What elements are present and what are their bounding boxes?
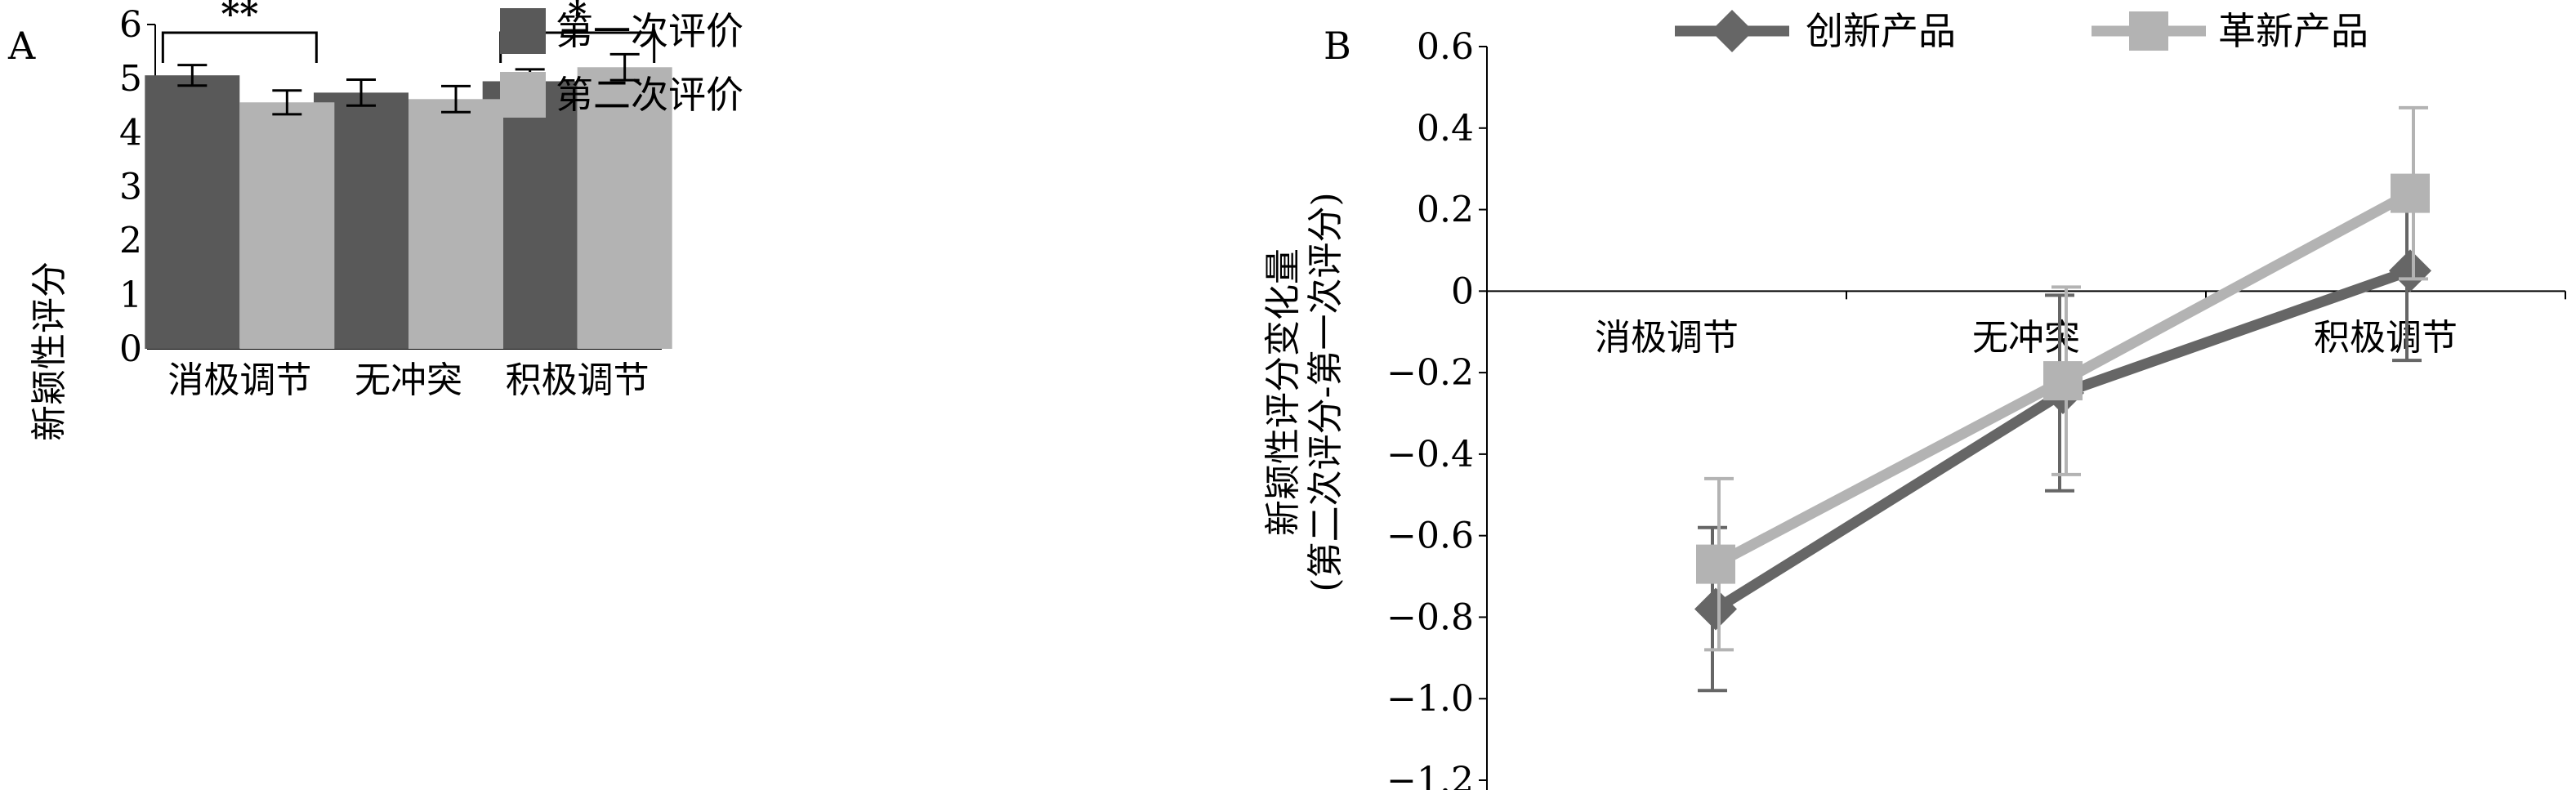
series-2 xyxy=(1696,105,2430,652)
data-point-square xyxy=(1696,544,1735,584)
x-tick-label: 积极调节 xyxy=(2314,317,2458,359)
y-tick-label: −1.2 xyxy=(1386,760,1474,790)
y-tick-label: 0 xyxy=(1451,270,1474,312)
legend-swatch xyxy=(500,72,546,118)
y-tick-label: −1.0 xyxy=(1386,678,1474,720)
y-tick-label: 2 xyxy=(119,221,142,262)
panel-b-axes: 0.6 0.4 0.2 0 −0.2 −0.4 −0.6 −0.8 −1.0 −1.2 消极调节 无冲… xyxy=(1386,26,2566,790)
bar-2 xyxy=(408,99,503,349)
panel-b-label: B xyxy=(1324,24,1351,68)
panel-a-error-bars xyxy=(177,52,640,116)
legend-label: 创新产品 xyxy=(1806,9,1956,53)
bar-2 xyxy=(577,67,672,349)
panel-b-ylabel: 新颖性评分变化量 xyxy=(1262,248,1304,536)
panel-a-bars xyxy=(145,67,672,350)
y-tick-label: 5 xyxy=(119,58,142,100)
y-tick-label: −0.8 xyxy=(1386,596,1474,638)
legend-swatch xyxy=(500,8,546,54)
legend-label: 革新产品 xyxy=(2218,9,2368,53)
panel-b-lines xyxy=(1694,105,2431,693)
panel-a-axes: 0 1 2 3 4 5 6 消极调节 无冲突 积极调节 xyxy=(119,4,662,401)
data-point-diamond xyxy=(2389,249,2431,292)
y-tick-label: 6 xyxy=(119,4,142,46)
legend-label: 第一次评价 xyxy=(556,9,743,53)
y-tick-label: 0.4 xyxy=(1417,108,1474,150)
panel-a-label: A xyxy=(7,24,36,68)
panel-b-line-chart: B 新颖性评分变化量 (第二次评分-第一次评分) 0.6 0.4 0.2 0 −0.2 −… xyxy=(1262,9,2566,790)
panel-a-ylabel: 新颖性评分 xyxy=(29,261,70,441)
y-tick-label: 0 xyxy=(119,328,142,370)
panel-b-legend: 创新产品 革新产品 xyxy=(1675,9,2368,53)
data-point-diamond xyxy=(1694,587,1737,631)
y-tick-label: 0.2 xyxy=(1417,190,1474,231)
data-point-square xyxy=(2391,173,2430,213)
x-tick-label: 积极调节 xyxy=(506,359,650,401)
bar-2 xyxy=(239,102,335,349)
x-tick-label: 消极调节 xyxy=(167,359,311,401)
y-tick-label: −0.6 xyxy=(1386,516,1474,557)
x-tick-label: 消极调节 xyxy=(1595,317,1739,359)
y-tick-label: −0.2 xyxy=(1386,352,1474,394)
x-tick-label: 无冲突 xyxy=(1972,317,2080,359)
significance-label: * xyxy=(568,0,587,35)
data-point-square xyxy=(2043,361,2083,401)
legend-marker xyxy=(1711,10,1753,52)
y-tick-label: 3 xyxy=(119,167,142,208)
legend-label: 第二次评价 xyxy=(556,73,743,117)
series-1 xyxy=(1694,179,2431,693)
y-tick-label: 0.6 xyxy=(1417,26,1474,68)
x-tick-label: 无冲突 xyxy=(355,359,462,401)
y-tick-label: −0.4 xyxy=(1386,434,1474,475)
y-tick-label: 1 xyxy=(119,274,142,316)
significance-bracket xyxy=(161,31,318,63)
legend-marker xyxy=(2129,11,2168,51)
panel-b-ylabel2: (第二次评分-第一次评分) xyxy=(1305,192,1346,591)
significance-label: ** xyxy=(221,0,258,35)
bar-1 xyxy=(145,75,240,350)
y-tick-label: 4 xyxy=(119,112,142,154)
